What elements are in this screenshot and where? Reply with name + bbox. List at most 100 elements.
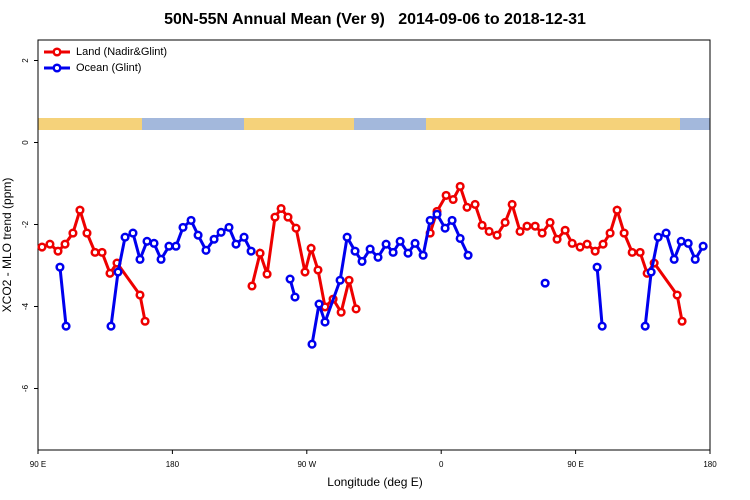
legend-marker: [52, 63, 62, 73]
data-point: [193, 230, 203, 240]
data-point: [441, 190, 451, 200]
x-tick-label: 90 E: [567, 460, 583, 469]
x-tick-label: 90 E: [30, 460, 46, 469]
data-point: [149, 238, 159, 248]
legend-label: Land (Nadir&Glint): [76, 46, 167, 58]
data-point: [37, 242, 47, 252]
data-point: [307, 339, 317, 349]
data-point: [403, 248, 413, 258]
data-point: [291, 223, 301, 233]
data-point: [669, 254, 679, 264]
data-point: [105, 268, 115, 278]
data-point: [515, 226, 525, 237]
y-tick-label: 0: [21, 140, 30, 145]
data-point: [164, 241, 174, 251]
data-point: [698, 241, 708, 251]
data-point: [306, 243, 316, 253]
data-point: [381, 239, 391, 249]
x-axis-label: Longitude (deg E): [327, 475, 422, 489]
data-point: [530, 221, 540, 231]
data-point: [448, 194, 458, 205]
data-point: [462, 202, 472, 212]
data-point: [209, 234, 219, 244]
data-point: [171, 241, 181, 251]
data-point: [683, 238, 693, 248]
data-point: [224, 222, 234, 232]
data-point: [605, 228, 615, 238]
data-point: [344, 275, 354, 285]
data-point: [598, 239, 608, 249]
data-point: [592, 262, 602, 272]
data-point: [653, 232, 663, 242]
data-point: [597, 321, 607, 331]
data-point: [135, 254, 145, 264]
y-tick-label: -6: [21, 384, 30, 392]
data-point: [186, 215, 196, 225]
x-tick-label: 90 W: [297, 460, 316, 469]
data-point: [537, 228, 547, 238]
data-point: [246, 246, 256, 256]
data-point: [635, 247, 645, 257]
data-point: [432, 209, 442, 219]
y-tick-label: -2: [21, 220, 30, 228]
data-point: [90, 247, 100, 257]
data-point: [216, 227, 226, 237]
data-point: [619, 228, 629, 238]
data-point: [388, 247, 398, 257]
data-point: [477, 220, 487, 230]
x-tick-label: 180: [166, 460, 180, 469]
data-point: [463, 250, 473, 260]
y-tick-label: -4: [21, 302, 30, 310]
data-point: [552, 234, 562, 244]
data-point: [106, 321, 116, 331]
data-point: [61, 321, 71, 331]
data-point: [231, 239, 241, 249]
data-point: [440, 223, 450, 233]
data-point: [470, 199, 480, 209]
data-point: [455, 233, 465, 243]
data-point: [68, 228, 78, 238]
data-point: [336, 307, 346, 317]
data-point: [350, 246, 360, 256]
data-point: [410, 238, 420, 248]
data-point: [627, 247, 637, 257]
y-tick-label: 2: [21, 58, 30, 63]
data-point: [575, 242, 585, 252]
data-point: [507, 199, 517, 209]
data-point: [690, 254, 700, 264]
x-tick-label: 0: [439, 460, 444, 469]
data-point: [283, 212, 293, 222]
data-point: [492, 230, 502, 240]
data-point: [455, 181, 465, 191]
data-point: [113, 267, 123, 277]
data-point: [540, 278, 550, 288]
data-point: [156, 254, 166, 264]
data-point: [582, 239, 592, 249]
data-point: [395, 236, 405, 246]
data-point: [247, 281, 257, 291]
data-point: [239, 232, 249, 242]
data-point: [60, 239, 70, 249]
data-point: [677, 316, 687, 326]
data-point: [262, 269, 272, 279]
data-point: [351, 304, 361, 314]
data-point: [567, 238, 577, 248]
data-point: [342, 232, 352, 242]
data-point: [128, 228, 138, 238]
data-point: [276, 203, 286, 214]
data-point: [560, 225, 570, 235]
x-tick-label: 180: [703, 460, 717, 469]
data-point: [500, 217, 510, 227]
data-point: [646, 267, 656, 277]
data-point: [97, 247, 107, 257]
data-point: [300, 267, 310, 277]
data-point: [285, 274, 295, 284]
data-point: [357, 256, 367, 266]
data-point: [140, 316, 150, 326]
y-axis-label: XCO2 - MLO trend (ppm): [0, 178, 14, 313]
data-point: [82, 228, 92, 238]
data-point: [418, 250, 428, 260]
data-point: [270, 212, 280, 222]
data-point: [672, 290, 682, 300]
